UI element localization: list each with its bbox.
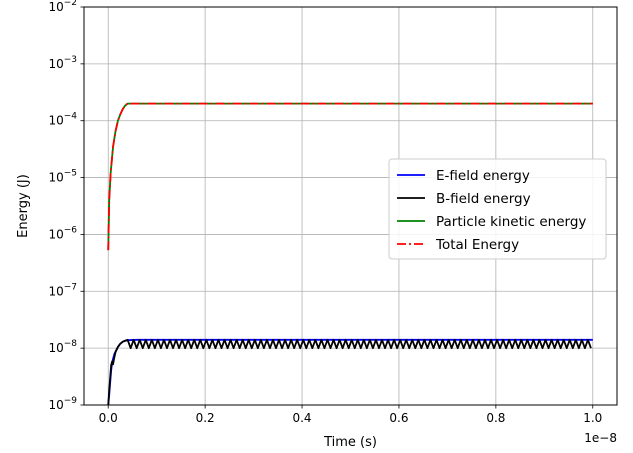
y-tick-label: 10−2 xyxy=(48,0,77,14)
y-tick-exponent: −9 xyxy=(64,396,78,406)
y-tick-base: 10 xyxy=(48,0,63,14)
x-axis-label: Time (s) xyxy=(323,435,377,450)
x-tick-label: 0.0 xyxy=(99,411,118,425)
y-tick-base: 10 xyxy=(48,171,63,185)
y-tick-base: 10 xyxy=(48,341,63,355)
y-tick-exponent: −4 xyxy=(64,112,78,122)
y-tick-exponent: −6 xyxy=(64,225,78,235)
x-tick-label: 1.0 xyxy=(583,411,602,425)
x-offset-text: 1e−8 xyxy=(584,431,617,445)
ticks: 0.0 0.2 0.4 0.6 0.8 1.010−910−810−710−610−510… xyxy=(48,0,602,425)
x-tick-label: 0.4 xyxy=(292,411,311,425)
y-tick-exponent: −2 xyxy=(64,0,77,8)
x-tick-label: 0.8 xyxy=(486,411,505,425)
y-tick-base: 10 xyxy=(48,284,63,298)
series-line-particle-kinetic-energy xyxy=(107,102,593,251)
plot-frame xyxy=(83,6,618,406)
x-tick-label: 0.6 xyxy=(389,411,408,425)
y-tick-exponent: −7 xyxy=(64,282,77,292)
series-layer xyxy=(107,102,593,406)
y-tick-label: 10−8 xyxy=(48,339,77,355)
y-tick-label: 10−5 xyxy=(48,169,77,185)
y-tick-base: 10 xyxy=(48,227,63,241)
legend: E-field energy B-field energy Particle kin… xyxy=(388,158,607,260)
y-tick-label: 10−7 xyxy=(48,282,77,298)
y-tick-exponent: −5 xyxy=(64,169,77,179)
y-tick-label: 10−3 xyxy=(48,55,77,71)
x-tick-label: 0.2 xyxy=(196,411,215,425)
y-tick-base: 10 xyxy=(48,114,63,128)
y-tick-exponent: −3 xyxy=(64,55,77,65)
y-tick-label: 10−6 xyxy=(48,225,77,241)
legend-label: Particle kinetic energy xyxy=(436,214,586,230)
legend-box xyxy=(388,158,607,260)
legend-label: Total Energy xyxy=(435,237,519,253)
legend-label: E-field energy xyxy=(436,168,530,184)
legend-label: B-field energy xyxy=(436,191,531,207)
y-tick-label: 10−4 xyxy=(48,112,77,128)
series-line-e-field-energy xyxy=(107,338,593,406)
series-line-b-field-energy xyxy=(107,338,592,406)
y-tick-label: 10−9 xyxy=(48,396,77,412)
y-tick-base: 10 xyxy=(48,398,63,412)
y-tick-base: 10 xyxy=(48,57,63,71)
y-tick-exponent: −8 xyxy=(64,339,78,349)
y-axis-label: Energy (J) xyxy=(16,174,31,238)
